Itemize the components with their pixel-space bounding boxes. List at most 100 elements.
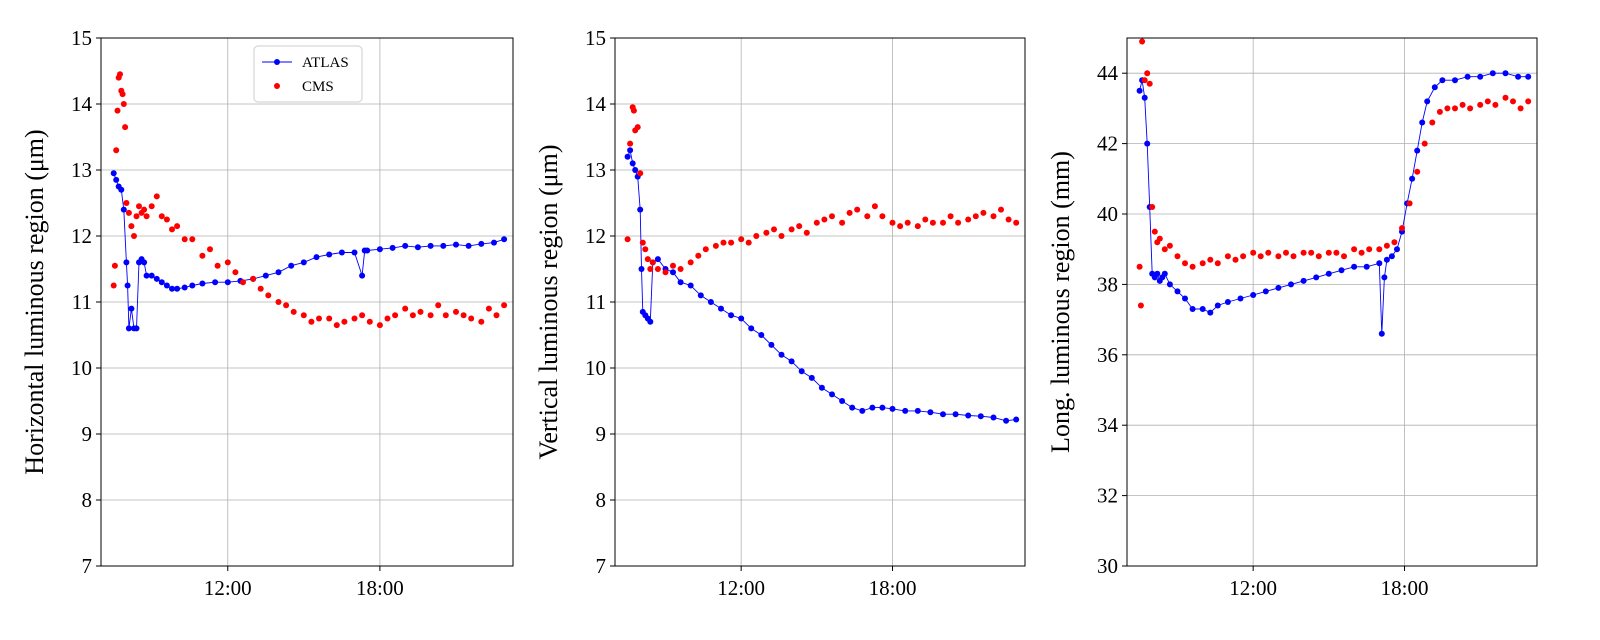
data-point [417, 308, 424, 315]
series-line-atlas [627, 148, 1017, 422]
data-point [914, 223, 921, 230]
data-point [1207, 309, 1214, 316]
data-point [338, 249, 345, 256]
data-point [1424, 98, 1431, 105]
data-point [120, 101, 127, 107]
legend-label: CMS [302, 79, 334, 95]
data-point [122, 124, 129, 131]
data-point [624, 236, 631, 243]
data-point [118, 186, 125, 193]
data-point [670, 269, 676, 276]
data-point [465, 242, 472, 249]
data-point [1477, 73, 1484, 80]
data-point [654, 256, 661, 263]
x-tick-label: 12:00 [1229, 576, 1277, 600]
data-point [199, 280, 206, 287]
data-point [778, 233, 785, 239]
data-point [359, 272, 366, 279]
data-point [829, 213, 835, 220]
data-point [927, 409, 934, 416]
data-point [300, 259, 307, 266]
data-point [1381, 274, 1388, 281]
data-point [117, 71, 123, 78]
data-point [113, 176, 120, 183]
data-point [351, 315, 358, 322]
data-point [829, 391, 835, 398]
data-point [642, 246, 649, 253]
data-point [1388, 253, 1395, 260]
series-cms [1136, 38, 1532, 309]
data-point [677, 266, 684, 272]
data-point [649, 259, 656, 266]
data-point [224, 279, 231, 286]
y-tick-label: 14 [585, 92, 607, 116]
data-point [1525, 98, 1532, 105]
data-point [501, 236, 508, 243]
data-point [998, 206, 1004, 213]
data-point [904, 219, 911, 226]
data-point [158, 213, 165, 220]
data-point [1232, 256, 1239, 263]
chart-panel-3: 30 32 34 36 38 40 42 44 12:00 18:00 Long. luminous… [1046, 37, 1538, 600]
data-point [687, 282, 694, 289]
x-tick-label: 18:00 [869, 576, 917, 600]
data-point [189, 236, 196, 243]
data-point [174, 285, 181, 292]
data-point [758, 332, 765, 338]
data-point [763, 229, 770, 236]
data-point [697, 292, 704, 299]
data-point [290, 308, 297, 315]
data-point [316, 315, 322, 322]
data-point [1502, 94, 1509, 101]
data-point [839, 398, 846, 404]
data-point [1182, 295, 1188, 302]
data-point [1174, 288, 1181, 295]
data-point [1290, 253, 1297, 260]
legend-marker [274, 59, 280, 65]
legend-marker [274, 83, 280, 89]
data-point [485, 305, 492, 312]
data-point [1351, 246, 1358, 253]
data-point [376, 322, 383, 329]
y-tick-label: 10 [585, 356, 606, 380]
data-point [647, 318, 654, 325]
data-point [351, 249, 358, 256]
data-point [384, 315, 391, 322]
data-point [1464, 73, 1471, 80]
data-point [478, 318, 485, 325]
data-point [1378, 330, 1385, 337]
data-point [493, 312, 500, 319]
series-cms [624, 104, 1020, 276]
data-point [275, 269, 282, 276]
data-point [1436, 108, 1443, 115]
data-point [972, 213, 979, 220]
data-point [849, 404, 856, 411]
y-tick-label: 11 [586, 290, 606, 314]
data-point [131, 233, 137, 239]
legend: ATLAS CMS [253, 45, 363, 103]
data-point [796, 223, 803, 230]
data-point [120, 206, 127, 213]
data-point [133, 325, 140, 332]
data-point [169, 285, 175, 292]
data-point [902, 407, 909, 414]
data-point [326, 315, 333, 322]
data-point [639, 239, 646, 246]
y-tick-label: 15 [71, 26, 92, 50]
data-point [174, 223, 181, 230]
data-point [128, 223, 135, 230]
data-point [1144, 70, 1151, 77]
data-point [141, 206, 148, 213]
data-point [624, 153, 631, 160]
data-point [1517, 105, 1524, 112]
data-point [1394, 246, 1400, 253]
data-point [491, 239, 497, 246]
y-tick-label: 7 [82, 554, 93, 578]
data-point [929, 219, 936, 226]
data-point [364, 247, 371, 254]
data-point [1383, 242, 1390, 249]
data-point [965, 412, 972, 419]
data-point [1283, 249, 1289, 256]
data-point [647, 266, 654, 272]
